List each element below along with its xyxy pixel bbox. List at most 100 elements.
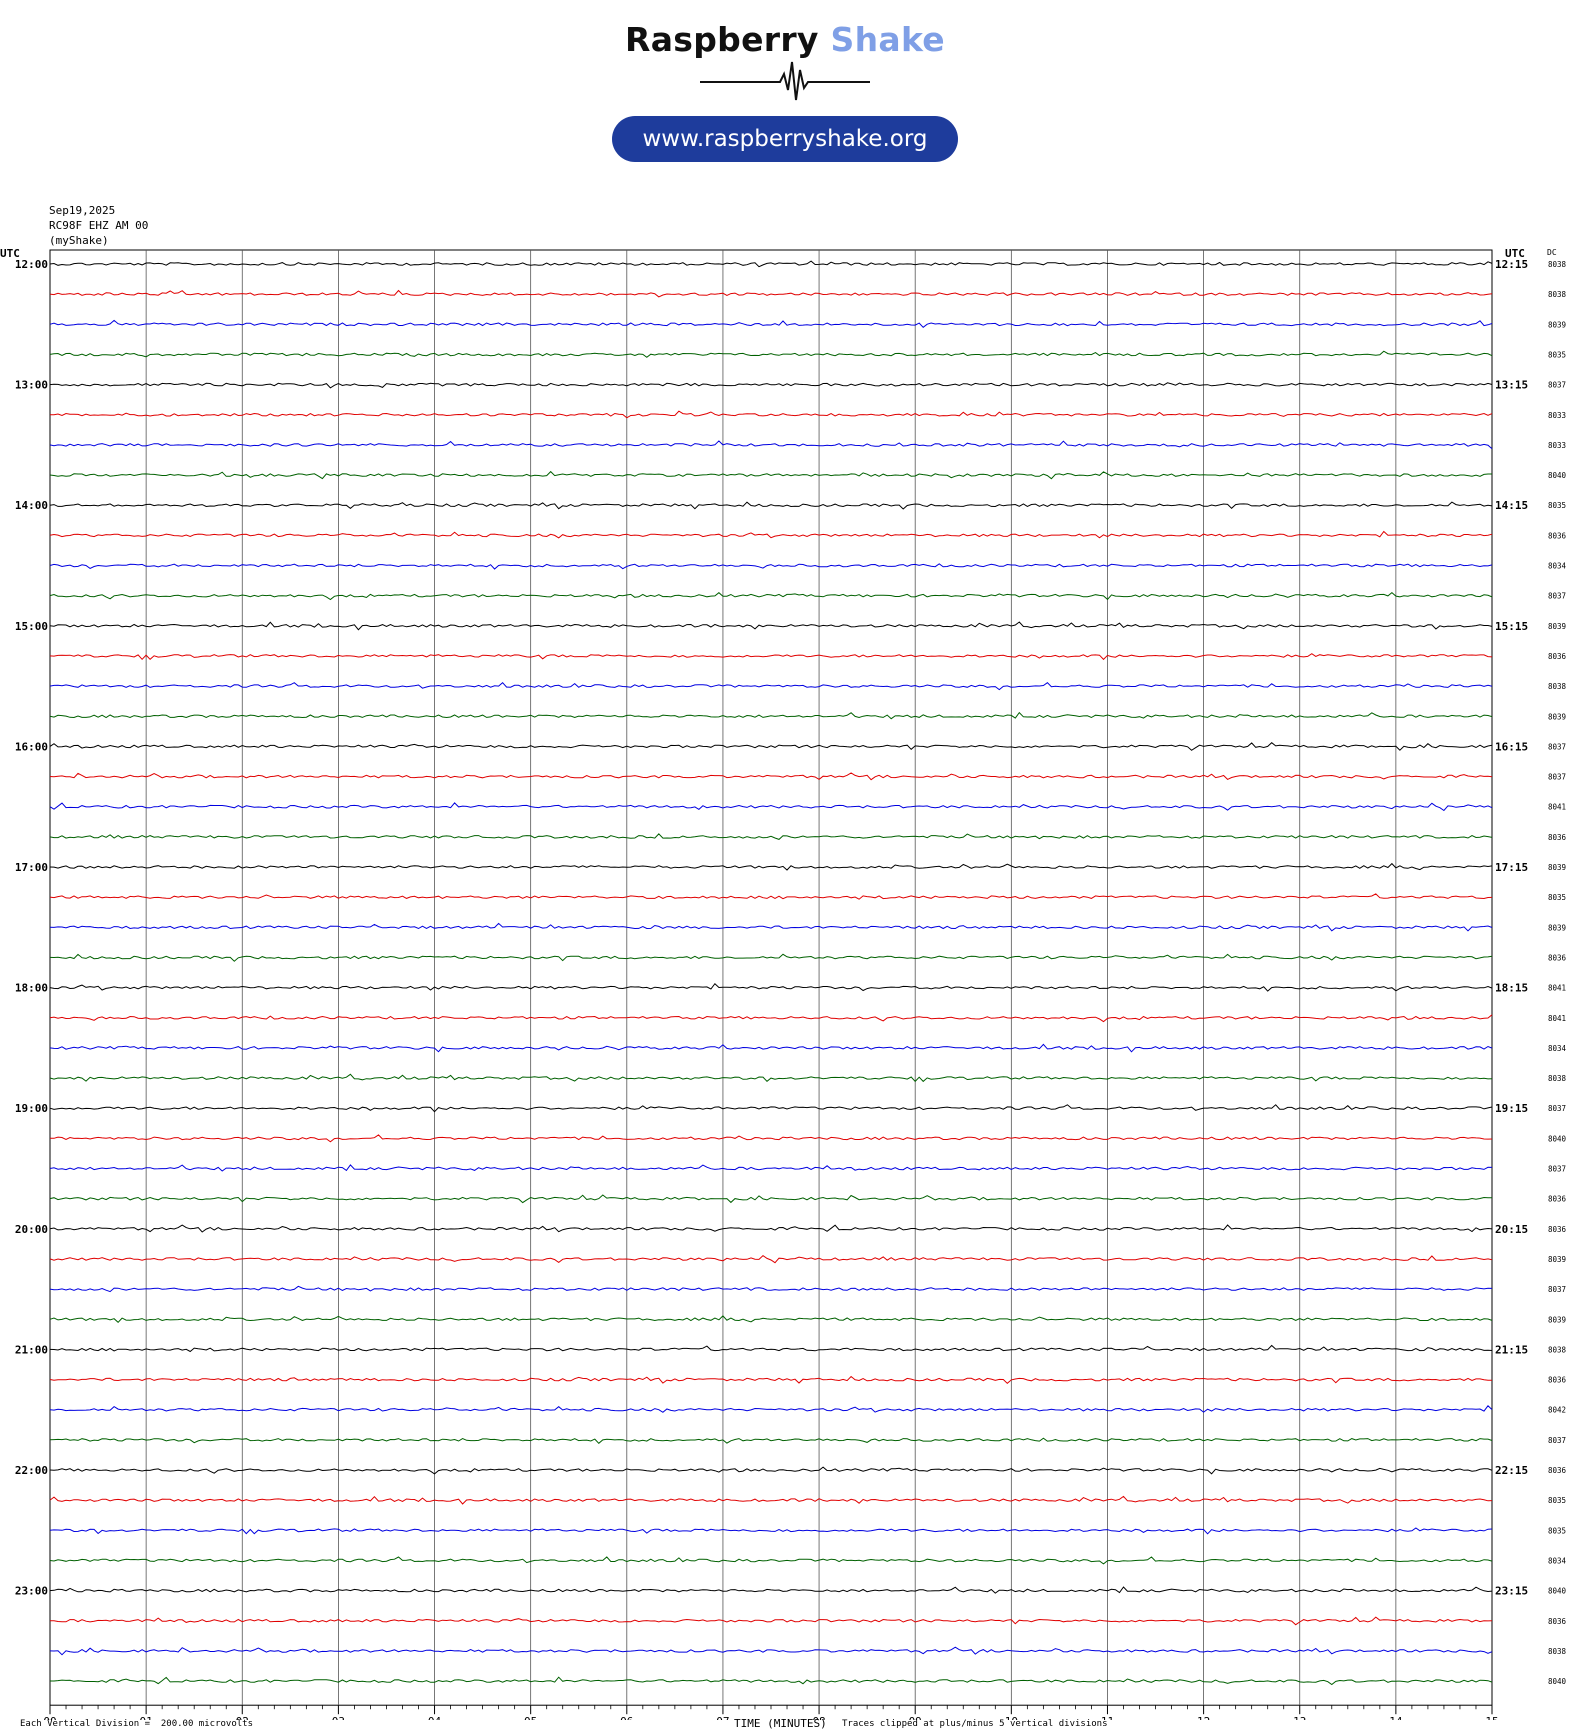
- left-hour-label: 21:00: [15, 1343, 48, 1356]
- seismic-trace: [49, 1285, 1493, 1293]
- header: Raspberry Shake www.raspberryshake.org: [0, 0, 1570, 175]
- seismic-trace: [49, 862, 1493, 871]
- dc-value-label: 8035: [1548, 1496, 1566, 1505]
- station-id: RC98F EHZ AM 00: [49, 219, 149, 232]
- dc-value-label: 8039: [1548, 622, 1566, 631]
- right-hour-label: 14:15: [1495, 499, 1528, 512]
- seismic-trace: [49, 1586, 1493, 1594]
- dc-value-label: 8037: [1548, 592, 1566, 601]
- x-tick-label: 12: [1197, 1715, 1210, 1720]
- x-tick-label: 14: [1389, 1715, 1403, 1720]
- dc-value-label: 8035: [1548, 1526, 1566, 1535]
- x-tick-label: 13: [1293, 1715, 1306, 1720]
- seismic-trace: [49, 319, 1493, 328]
- seismic-trace: [49, 470, 1492, 480]
- right-hour-label: 12:15: [1495, 258, 1528, 271]
- dc-value-label: 8041: [1548, 803, 1566, 812]
- left-hour-label: 23:00: [15, 1585, 48, 1598]
- dc-value-label: 8036: [1548, 1225, 1567, 1234]
- seismic-trace: [49, 772, 1493, 781]
- seismic-trace: [49, 1014, 1493, 1023]
- dc-value-label: 8037: [1548, 1104, 1566, 1113]
- plot-frame: [49, 249, 1493, 1706]
- left-hour-label: 22:00: [15, 1464, 48, 1477]
- dc-value-label: 8036: [1548, 1617, 1567, 1626]
- seismic-trace: [49, 953, 1493, 962]
- right-hour-label: 17:15: [1495, 861, 1528, 874]
- x-tick-label: 15: [1485, 1715, 1498, 1720]
- dc-value-label: 8035: [1548, 501, 1566, 510]
- seismic-trace: [49, 563, 1493, 570]
- website-url-button[interactable]: www.raspberryshake.org: [612, 116, 958, 162]
- dc-value-label: 8037: [1548, 1436, 1566, 1445]
- seismic-trace: [49, 289, 1493, 298]
- dc-value-label: 8037: [1548, 1285, 1566, 1294]
- seismic-trace: [49, 711, 1493, 720]
- left-hour-label: 14:00: [15, 499, 48, 512]
- right-hour-label: 22:15: [1495, 1464, 1528, 1477]
- seismic-trace: [49, 591, 1493, 601]
- seismic-trace: [49, 1315, 1493, 1323]
- footer-clip-note: Traces clipped at plus/minus 5 vertical …: [842, 1719, 1108, 1729]
- brand-word-shake: Shake: [830, 20, 945, 59]
- seismic-trace: [49, 1466, 1493, 1475]
- seismic-trace: [49, 260, 1493, 268]
- left-hour-label: 20:00: [15, 1223, 48, 1236]
- right-hour-label: 15:15: [1495, 620, 1528, 633]
- dc-value-label: 8036: [1548, 652, 1567, 661]
- footer-scale-note: Each Vertical Division = 200.00 microvol…: [20, 1719, 253, 1729]
- x-tick-label: 04: [428, 1715, 442, 1720]
- seismic-trace: [49, 1344, 1493, 1353]
- seismic-trace: [49, 1104, 1493, 1113]
- brand-word-raspberry: Raspberry: [625, 20, 819, 59]
- left-hour-label: 12:00: [15, 258, 48, 271]
- left-hour-label: 15:00: [15, 620, 48, 633]
- dc-value-label: 8038: [1548, 1074, 1567, 1083]
- dc-column-label: DC: [1547, 248, 1557, 257]
- seismic-trace: [49, 621, 1493, 631]
- dc-value-label: 8039: [1548, 923, 1566, 932]
- dc-value-label: 8038: [1548, 1345, 1567, 1354]
- dc-value-label: 8038: [1548, 682, 1567, 691]
- seismic-trace: [49, 1437, 1493, 1444]
- dc-value-label: 8035: [1548, 350, 1566, 359]
- seismo-logo-icon: [700, 61, 870, 101]
- dc-value-label: 8039: [1548, 320, 1566, 329]
- seismic-trace: [49, 1194, 1492, 1204]
- seismic-trace: [49, 1375, 1492, 1384]
- dc-value-label: 8034: [1548, 562, 1567, 571]
- x-axis-title: TIME (MINUTES): [734, 1717, 827, 1730]
- dc-value-label: 8042: [1548, 1406, 1566, 1415]
- dc-value-label: 8038: [1548, 290, 1567, 299]
- x-tick-label: 11: [1101, 1715, 1114, 1720]
- left-hour-label: 13:00: [15, 379, 48, 392]
- seismic-trace: [49, 1556, 1493, 1565]
- dc-value-label: 8041: [1548, 1014, 1566, 1023]
- dc-value-label: 8037: [1548, 1165, 1566, 1174]
- seismic-trace: [49, 1405, 1493, 1413]
- dc-value-label: 8034: [1548, 1044, 1567, 1053]
- dc-value-label: 8040: [1548, 1134, 1567, 1143]
- dc-value-label: 8041: [1548, 984, 1566, 993]
- right-hour-label: 19:15: [1495, 1102, 1528, 1115]
- dc-value-label: 8039: [1548, 712, 1566, 721]
- dc-value-label: 8037: [1548, 381, 1566, 390]
- left-hour-label: 18:00: [15, 982, 48, 995]
- x-tick-label: 07: [716, 1715, 729, 1720]
- seismic-trace: [50, 410, 1493, 419]
- left-hour-label: 16:00: [15, 740, 48, 753]
- right-hour-label: 16:15: [1495, 740, 1528, 753]
- dc-value-label: 8035: [1548, 893, 1566, 902]
- seismic-trace: [49, 1646, 1493, 1656]
- seismic-trace: [49, 653, 1493, 661]
- right-hour-label: 23:15: [1495, 1585, 1528, 1598]
- seismic-trace: [49, 350, 1493, 358]
- dc-value-label: 8038: [1548, 260, 1567, 269]
- brand-wordmark[interactable]: Raspberry Shake: [0, 20, 1570, 59]
- dc-value-label: 8040: [1548, 1677, 1567, 1686]
- seismic-trace: [49, 440, 1493, 450]
- seismic-trace: [49, 802, 1493, 812]
- right-hour-label: 20:15: [1495, 1223, 1528, 1236]
- x-tick-label: 03: [332, 1715, 345, 1720]
- seismic-trace: [49, 922, 1493, 932]
